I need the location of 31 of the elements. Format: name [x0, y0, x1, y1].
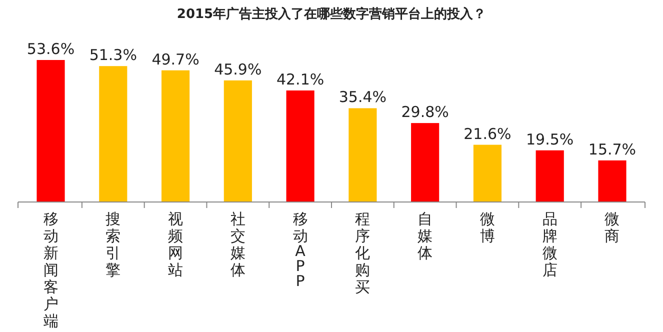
data-label: 19.5% [526, 130, 574, 148]
x-tick-label: 自媒体 [418, 210, 433, 262]
bar [598, 160, 626, 202]
x-tick-label: 程序化购买 [355, 210, 370, 296]
data-label: 51.3% [89, 46, 137, 64]
x-tick-label: 移动新闻客户端 [43, 210, 58, 330]
data-label: 53.6% [26, 40, 75, 58]
data-label: 29.8% [401, 103, 449, 122]
x-tick-label: 搜索引擎 [106, 210, 121, 279]
bar [224, 80, 252, 202]
bar [473, 144, 502, 202]
data-label: 49.7% [152, 50, 200, 68]
bar [348, 108, 377, 202]
x-tick-label: 品牌微店 [542, 210, 558, 279]
data-label: 42.1% [276, 70, 324, 88]
x-tick-label: 社交媒体 [230, 210, 246, 279]
data-label: 21.6% [464, 124, 512, 143]
bar [36, 60, 65, 202]
bar [99, 66, 128, 202]
data-label: 35.4% [338, 88, 387, 106]
bar [161, 70, 190, 202]
bar [411, 123, 440, 202]
bar [536, 150, 564, 202]
x-tick-label: 视频网站 [168, 210, 184, 279]
x-tick-label: 微博 [480, 210, 495, 245]
data-label: 15.7% [588, 140, 636, 158]
data-label: 45.9% [214, 60, 262, 78]
x-tick-label: 移动APP [292, 210, 308, 290]
x-tick-label: 微商 [604, 210, 620, 245]
bar [286, 90, 314, 202]
chart-title: 2015年广告主投入了在哪些数字营销平台上的投入？ [176, 6, 486, 22]
